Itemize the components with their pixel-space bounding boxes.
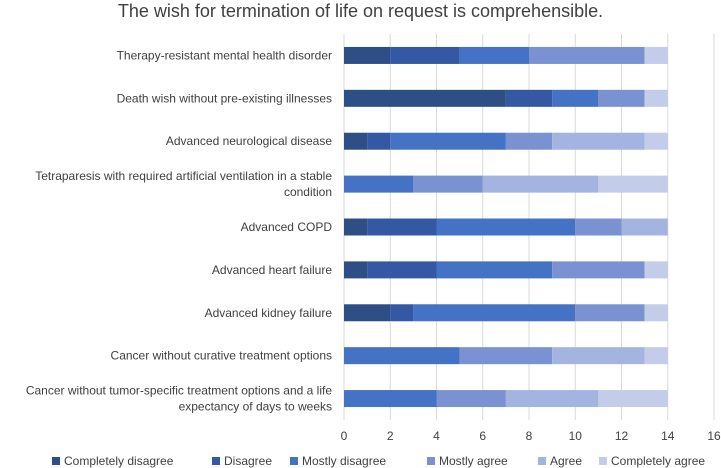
bar-segment-2-1: [367, 132, 391, 150]
category-label-4: Advanced COPD: [241, 220, 333, 234]
bar-segment-0-0: [344, 46, 391, 64]
category-label-line: Advanced neurological disease: [166, 134, 332, 148]
bar-segment-2-2: [390, 132, 506, 150]
bar-segment-3-4: [482, 175, 599, 193]
bar-segment-7-3: [459, 347, 553, 365]
legend-label-5: Completely agree: [611, 454, 705, 468]
category-label-line: Cancer without tumor-specific treatment …: [26, 384, 332, 398]
bar-segment-8-3: [436, 390, 506, 408]
bar-segment-3-5: [598, 175, 668, 193]
x-tick-label-0: 0: [341, 429, 348, 443]
category-label-1: Death wish without pre-existing illnesse…: [117, 91, 332, 105]
bars: [344, 46, 668, 408]
bar-segment-0-3: [529, 46, 645, 64]
bar-segment-8-5: [598, 390, 668, 408]
category-label-line: condition: [284, 185, 332, 199]
x-tick-label-1: 2: [387, 429, 394, 443]
bar-segment-8-2: [344, 390, 437, 408]
category-label-line: Therapy-resistant mental health disorder: [117, 48, 332, 62]
bar-segment-6-1: [390, 304, 414, 322]
bar-segment-3-2: [344, 175, 414, 193]
x-tick-label-5: 10: [569, 429, 583, 443]
legend-swatch-4: [538, 457, 546, 465]
bar-segment-6-3: [575, 304, 645, 322]
bar-segment-1-2: [552, 89, 599, 107]
bar-segment-0-5: [644, 46, 668, 64]
bar-segment-1-1: [505, 89, 553, 107]
category-label-5: Advanced heart failure: [212, 263, 332, 277]
category-label-line: Death wish without pre-existing illnesse…: [117, 91, 332, 105]
category-label-0: Therapy-resistant mental health disorder: [117, 48, 332, 62]
x-tick-label-3: 6: [479, 429, 486, 443]
bar-segment-7-2: [344, 347, 460, 365]
legend: Completely disagree Disagree Mostly disagr…: [52, 454, 705, 468]
category-label-6: Advanced kidney failure: [205, 306, 333, 320]
category-label-line: Advanced COPD: [241, 220, 333, 234]
legend-swatch-1: [212, 457, 220, 465]
bar-segment-7-4: [552, 347, 645, 365]
bar-segment-4-1: [367, 218, 437, 236]
x-tick-label-2: 4: [433, 429, 440, 443]
category-label-line: Advanced kidney failure: [205, 306, 333, 320]
bar-segment-1-5: [644, 89, 668, 107]
bar-segment-1-3: [598, 89, 645, 107]
bar-segment-5-0: [344, 261, 368, 279]
bar-segment-2-4: [552, 132, 645, 150]
bar-segment-4-4: [621, 218, 668, 236]
bar-segment-6-2: [413, 304, 576, 322]
legend-swatch-2: [290, 457, 298, 465]
legend-label-4: Agree: [550, 454, 582, 468]
category-labels: Therapy-resistant mental health disorder…: [26, 48, 332, 413]
bar-segment-3-3: [413, 175, 483, 193]
bar-segment-4-0: [344, 218, 368, 236]
bar-segment-2-5: [644, 132, 668, 150]
bar-segment-4-3: [575, 218, 622, 236]
bar-segment-2-0: [344, 132, 368, 150]
category-label-line: Tetraparesis with required artificial ve…: [35, 169, 332, 183]
legend-swatch-3: [427, 457, 435, 465]
category-label-line: Advanced heart failure: [212, 263, 332, 277]
legend-swatch-0: [52, 457, 60, 465]
x-tick-label-8: 16: [707, 429, 721, 443]
bar-segment-6-5: [644, 304, 668, 322]
category-label-line: expectancy of days to weeks: [179, 400, 332, 414]
x-axis-tick-labels: 0 2 4 6 8 10 12 14 16: [341, 429, 721, 443]
legend-label-0: Completely disagree: [64, 454, 174, 468]
legend-label-2: Mostly disagree: [302, 454, 386, 468]
legend-label-1: Disagree: [224, 454, 272, 468]
category-label-8: Cancer without tumor-specific treatment …: [26, 384, 332, 414]
bar-segment-5-1: [367, 261, 437, 279]
category-label-2: Advanced neurological disease: [166, 134, 332, 148]
x-tick-label-6: 12: [615, 429, 629, 443]
bar-segment-1-0: [344, 89, 506, 107]
legend-label-3: Mostly agree: [439, 454, 508, 468]
x-tick-label-4: 8: [526, 429, 533, 443]
legend-swatch-5: [599, 457, 607, 465]
category-label-7: Cancer without curative treatment option…: [111, 349, 332, 363]
bar-segment-0-1: [390, 46, 460, 64]
bar-segment-6-0: [344, 304, 391, 322]
x-tick-label-7: 14: [661, 429, 675, 443]
category-label-line: Cancer without curative treatment option…: [111, 349, 332, 363]
bar-segment-4-2: [436, 218, 576, 236]
bar-segment-0-2: [459, 46, 529, 64]
chart-title: The wish for termination of life on requ…: [117, 1, 604, 21]
bar-segment-2-3: [505, 132, 553, 150]
bar-segment-8-4: [505, 390, 599, 408]
bar-segment-5-2: [436, 261, 553, 279]
bar-segment-7-5: [644, 347, 668, 365]
bar-segment-5-5: [644, 261, 668, 279]
bar-segment-5-3: [552, 261, 645, 279]
category-label-3: Tetraparesis with required artificial ve…: [35, 169, 332, 199]
